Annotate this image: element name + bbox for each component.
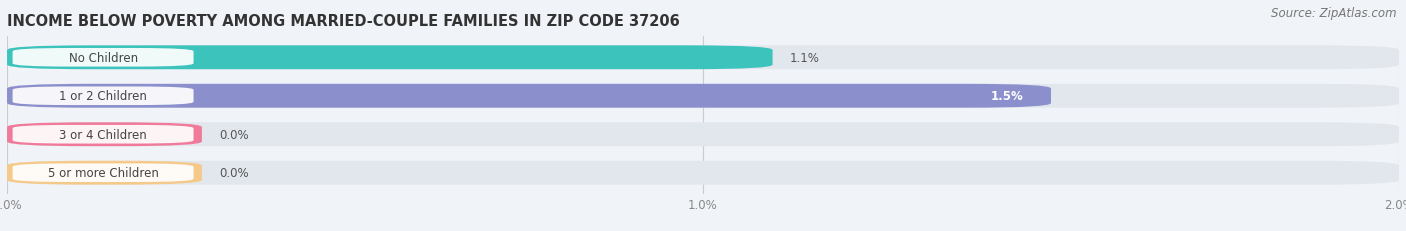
Text: 5 or more Children: 5 or more Children: [48, 167, 159, 179]
FancyBboxPatch shape: [13, 49, 194, 67]
FancyBboxPatch shape: [7, 123, 202, 146]
Text: Source: ZipAtlas.com: Source: ZipAtlas.com: [1271, 7, 1396, 20]
Text: INCOME BELOW POVERTY AMONG MARRIED-COUPLE FAMILIES IN ZIP CODE 37206: INCOME BELOW POVERTY AMONG MARRIED-COUPL…: [7, 14, 679, 29]
FancyBboxPatch shape: [13, 164, 194, 182]
FancyBboxPatch shape: [13, 87, 194, 106]
FancyBboxPatch shape: [7, 161, 202, 185]
FancyBboxPatch shape: [7, 46, 773, 70]
FancyBboxPatch shape: [7, 85, 1050, 108]
Text: No Children: No Children: [69, 52, 138, 64]
Text: 1.1%: 1.1%: [790, 52, 820, 64]
Text: 0.0%: 0.0%: [219, 128, 249, 141]
Text: 3 or 4 Children: 3 or 4 Children: [59, 128, 148, 141]
FancyBboxPatch shape: [7, 161, 1399, 185]
FancyBboxPatch shape: [13, 125, 194, 144]
FancyBboxPatch shape: [7, 123, 1399, 146]
FancyBboxPatch shape: [7, 46, 1399, 70]
FancyBboxPatch shape: [7, 85, 1399, 108]
Text: 1.5%: 1.5%: [990, 90, 1024, 103]
Text: 0.0%: 0.0%: [219, 167, 249, 179]
Text: 1 or 2 Children: 1 or 2 Children: [59, 90, 148, 103]
